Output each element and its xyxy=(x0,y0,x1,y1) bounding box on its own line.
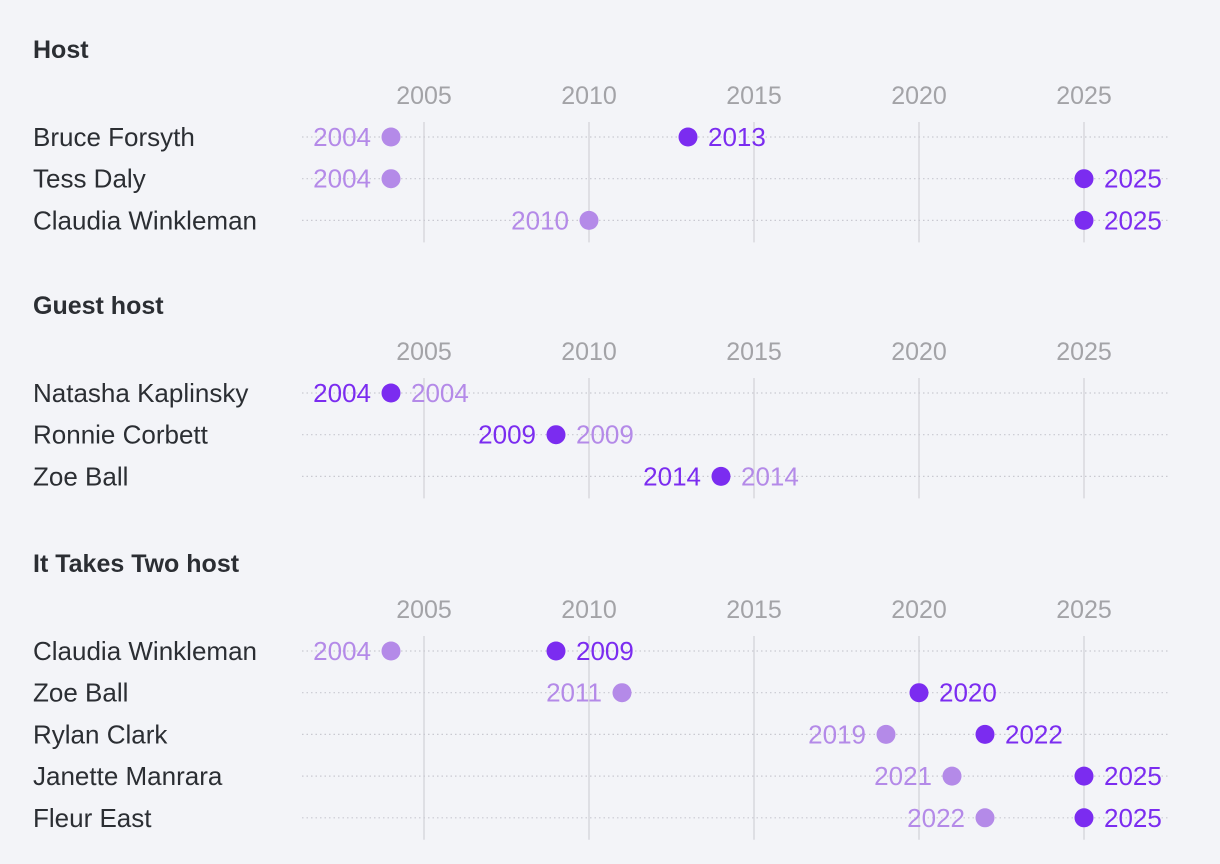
start-dot xyxy=(381,127,401,147)
row: Fleur East 2022 2025 xyxy=(33,803,1168,833)
point-dot xyxy=(381,383,401,403)
start-year-label: 2004 xyxy=(313,636,371,666)
section-2: Guest host 2005 2010 2015 2020 2025 Natasha Ka… xyxy=(33,292,1168,499)
start-dot xyxy=(975,808,995,828)
person-name: Claudia Winkleman xyxy=(33,636,257,666)
end-dot xyxy=(1074,169,1094,189)
start-dot xyxy=(612,683,632,703)
row: Zoe Ball 2014 2014 xyxy=(33,461,1168,491)
start-year-label: 2014 xyxy=(643,461,701,491)
person-name: Zoe Ball xyxy=(33,461,128,491)
end-dot xyxy=(909,683,929,703)
end-dot xyxy=(678,127,698,147)
person-name: Natasha Kaplinsky xyxy=(33,378,248,408)
person-name: Fleur East xyxy=(33,803,152,833)
start-year-label: 2011 xyxy=(546,678,602,708)
section-title: It Takes Two host xyxy=(33,550,240,578)
person-name: Zoe Ball xyxy=(33,678,128,708)
tick-label-2015: 2015 xyxy=(726,82,782,110)
tick-label-2025: 2025 xyxy=(1056,338,1112,366)
person-name: Janette Manrara xyxy=(33,761,223,791)
point-dot xyxy=(711,466,731,486)
end-dot xyxy=(1074,210,1094,230)
start-year-label: 2021 xyxy=(874,761,932,791)
end-year-label: 2025 xyxy=(1104,164,1162,194)
end-dot xyxy=(975,724,995,744)
start-year-label: 2004 xyxy=(313,122,371,152)
tick-label-2015: 2015 xyxy=(726,596,782,624)
person-name: Claudia Winkleman xyxy=(33,205,257,235)
end-year-label: 2022 xyxy=(1005,719,1063,749)
end-dot xyxy=(546,641,566,661)
start-dot xyxy=(579,210,599,230)
row: Bruce Forsyth 2004 2013 xyxy=(33,122,1168,152)
end-year-label: 2025 xyxy=(1104,205,1162,235)
row: Rylan Clark 2019 2022 xyxy=(33,719,1168,749)
row: Claudia Winkleman 2004 2009 xyxy=(33,636,1168,666)
tick-label-2015: 2015 xyxy=(726,338,782,366)
end-year-label: 2013 xyxy=(708,122,766,152)
tick-label-2005: 2005 xyxy=(396,82,452,110)
person-name: Tess Daly xyxy=(33,164,146,194)
section-3: It Takes Two host 2005 2010 2015 2020 2025 Cla… xyxy=(33,550,1168,840)
row: Natasha Kaplinsky 2004 2004 xyxy=(33,378,1168,408)
row: Claudia Winkleman 2010 2025 xyxy=(33,205,1168,235)
start-dot xyxy=(381,169,401,189)
tick-label-2020: 2020 xyxy=(891,596,947,624)
tick-label-2025: 2025 xyxy=(1056,82,1112,110)
section-title: Guest host xyxy=(33,292,164,320)
end-year-label: 2014 xyxy=(741,461,799,491)
end-year-label: 2025 xyxy=(1104,803,1162,833)
tick-label-2020: 2020 xyxy=(891,338,947,366)
row: Janette Manrara 2021 2025 xyxy=(33,761,1168,791)
tick-label-2010: 2010 xyxy=(561,338,617,366)
section-1: Host 2005 2010 2015 2020 2025 Bruce Forsyth 200… xyxy=(33,36,1168,243)
person-name: Rylan Clark xyxy=(33,719,168,749)
end-year-label: 2009 xyxy=(576,420,634,450)
start-dot xyxy=(942,766,962,786)
start-dot xyxy=(876,724,896,744)
start-year-label: 2022 xyxy=(907,803,965,833)
row: Tess Daly 2004 2025 xyxy=(33,164,1168,194)
end-dot xyxy=(1074,808,1094,828)
start-year-label: 2004 xyxy=(313,378,371,408)
start-year-label: 2010 xyxy=(511,205,569,235)
person-name: Bruce Forsyth xyxy=(33,122,195,152)
end-year-label: 2004 xyxy=(411,378,469,408)
tick-label-2025: 2025 xyxy=(1056,596,1112,624)
row: Zoe Ball 2011 2020 xyxy=(33,678,1168,708)
end-year-label: 2020 xyxy=(939,678,997,708)
section-title: Host xyxy=(33,36,89,64)
start-year-label: 2004 xyxy=(313,164,371,194)
row: Ronnie Corbett 2009 2009 xyxy=(33,420,1168,450)
tick-label-2005: 2005 xyxy=(396,596,452,624)
tick-label-2010: 2010 xyxy=(561,596,617,624)
start-dot xyxy=(381,641,401,661)
start-year-label: 2009 xyxy=(478,420,536,450)
person-name: Ronnie Corbett xyxy=(33,420,209,450)
tick-label-2010: 2010 xyxy=(561,82,617,110)
tick-label-2005: 2005 xyxy=(396,338,452,366)
point-dot xyxy=(546,425,566,445)
end-year-label: 2025 xyxy=(1104,761,1162,791)
tick-label-2020: 2020 xyxy=(891,82,947,110)
end-year-label: 2009 xyxy=(576,636,634,666)
start-year-label: 2019 xyxy=(808,719,866,749)
end-dot xyxy=(1074,766,1094,786)
